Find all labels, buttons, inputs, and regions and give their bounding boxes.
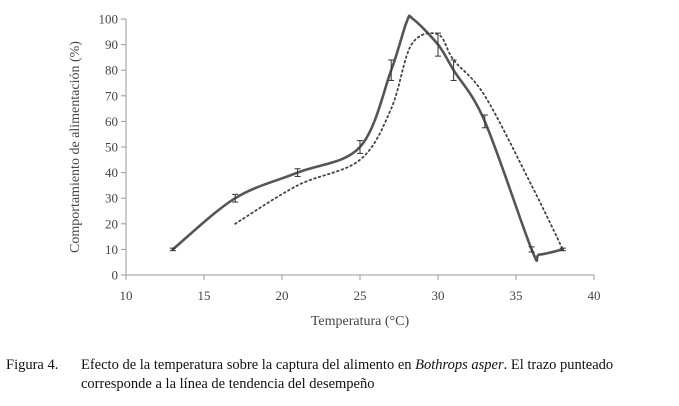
y-tick-label: 20 xyxy=(105,216,118,231)
series-layer xyxy=(169,14,566,263)
error-bar xyxy=(481,114,488,129)
x-tick-label: 35 xyxy=(510,288,523,303)
error-bar xyxy=(388,59,395,81)
error-bar xyxy=(169,247,176,252)
x-tick-label: 30 xyxy=(432,288,445,303)
y-tick-label: 90 xyxy=(105,37,118,52)
y-tick-label: 60 xyxy=(105,114,118,129)
x-tick-label: 25 xyxy=(354,288,367,303)
caption-text: Efecto de la temperatura sobre la captur… xyxy=(81,356,676,394)
trend-line-dotted xyxy=(234,32,564,251)
error-bar xyxy=(528,246,535,253)
caption-label: Figura 4. xyxy=(6,357,59,373)
y-tick-label: 40 xyxy=(105,165,118,180)
error-bar xyxy=(294,168,301,177)
x-tick-label: 15 xyxy=(198,288,211,303)
y-tick-label: 50 xyxy=(105,140,118,155)
y-tick-label: 70 xyxy=(105,88,118,103)
x-tick-label: 20 xyxy=(276,288,289,303)
y-tick-label: 30 xyxy=(105,191,118,206)
y-tick-label: 100 xyxy=(99,12,119,27)
error-bar xyxy=(232,193,239,203)
x-tick-label: 40 xyxy=(588,288,601,303)
caption-species: Bothrops asper xyxy=(415,357,504,373)
y-tick-label: 10 xyxy=(105,242,118,257)
x-axis-title: Temperatura (°C) xyxy=(311,314,410,329)
error-bar xyxy=(357,140,363,154)
caption-text-after: . El trazo punteado corresponde a la lín… xyxy=(81,357,614,392)
y-axis-title: Comportamiento de alimentación (%) xyxy=(68,41,83,253)
y-tick-label: 0 xyxy=(112,268,119,283)
error-bar xyxy=(450,59,457,81)
y-tick-label: 80 xyxy=(105,63,118,78)
feeding-line-solid xyxy=(171,14,565,263)
figure-caption: Figura 4. Efecto de la temperatura sobre… xyxy=(6,356,676,394)
x-tick-label: 10 xyxy=(120,288,133,303)
caption-text-before: Efecto de la temperatura sobre la captur… xyxy=(81,357,416,373)
